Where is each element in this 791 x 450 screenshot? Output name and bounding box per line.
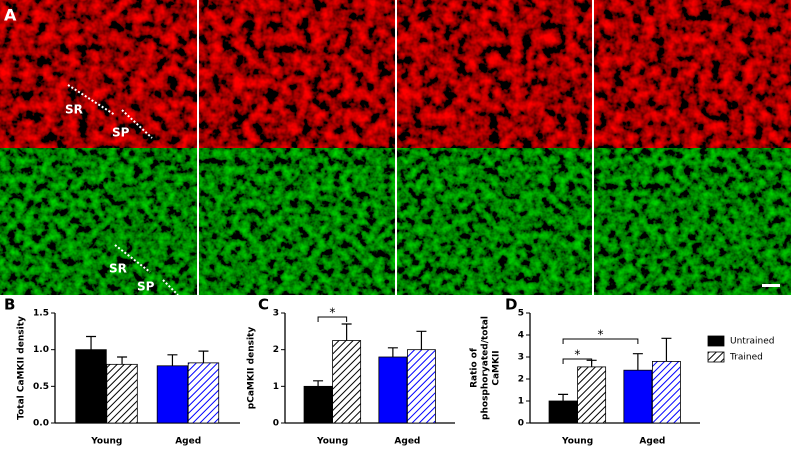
panel-label: A <box>4 6 17 25</box>
y-tick-label: 1 <box>518 397 524 407</box>
legend-label: Untrained <box>730 337 775 347</box>
panel-label: D <box>505 296 517 314</box>
layer-label: SP <box>137 280 155 294</box>
y-axis-label: CaMKII <box>492 350 502 385</box>
y-tick-label: 1.0 <box>33 345 49 355</box>
y-axis-label: Ratio of <box>470 348 480 388</box>
error-bar <box>558 393 569 401</box>
bar <box>548 400 578 424</box>
y-tick-label: 5 <box>518 309 524 319</box>
error-bar <box>198 350 209 363</box>
y-tick-label: 3 <box>518 353 524 363</box>
significance-label: * <box>574 348 580 362</box>
scale-bar <box>762 284 780 287</box>
significance-bracket <box>562 338 639 344</box>
panel-label: C <box>258 296 269 314</box>
bar <box>577 366 607 424</box>
bar <box>623 369 653 424</box>
legend-swatch <box>707 351 725 363</box>
y-tick-label: 3 <box>273 309 279 319</box>
y-tick-label: 0 <box>273 419 279 429</box>
bar <box>378 356 408 424</box>
x-tick-label: Young <box>90 437 122 447</box>
micrographs: A SR SP SR SP <box>0 0 791 296</box>
y-tick-label: 2 <box>518 375 524 385</box>
y-tick-label: 0.5 <box>33 382 49 392</box>
y-tick-label: 1 <box>273 382 279 392</box>
layer-label: SP <box>112 126 130 140</box>
panel-label: B <box>4 296 15 314</box>
error-bar <box>341 323 352 341</box>
bar <box>406 349 436 424</box>
x-tick-label: Young <box>561 437 593 447</box>
x-tick-label: Aged <box>394 437 420 447</box>
x-tick-label: Aged <box>175 437 201 447</box>
legend-swatch <box>707 335 725 347</box>
layer-line <box>114 244 151 273</box>
layer-line <box>162 279 179 296</box>
significance-label: * <box>329 306 335 320</box>
bar <box>156 365 189 424</box>
bar <box>303 385 333 424</box>
error-bar <box>117 356 128 365</box>
significance-label: * <box>597 328 603 342</box>
x-tick-label: Aged <box>639 437 665 447</box>
error-bar <box>387 347 398 357</box>
layer-line <box>67 84 116 116</box>
layer-label: SR <box>65 103 83 117</box>
y-axis-label: Total CaMKII density <box>17 316 27 420</box>
y-tick-label: 2 <box>273 345 279 355</box>
bar <box>75 349 107 424</box>
layer-line <box>121 109 153 139</box>
error-bar <box>632 353 643 371</box>
error-bar <box>416 330 427 350</box>
bar <box>332 340 362 424</box>
significance-bracket <box>562 358 593 364</box>
separator <box>592 0 594 295</box>
error-bar <box>86 335 97 350</box>
error-bar <box>313 380 324 387</box>
legend-label: Trained <box>729 353 763 363</box>
layer-label: SR <box>109 262 127 276</box>
x-tick-label: Young <box>316 437 348 447</box>
y-tick-label: 4 <box>518 331 524 341</box>
y-tick-label: 0.0 <box>33 419 49 429</box>
y-tick-label: 0 <box>518 419 524 429</box>
separator <box>395 0 397 295</box>
significance-bracket <box>317 316 348 322</box>
bar <box>106 363 138 424</box>
error-bar <box>661 337 672 362</box>
y-tick-label: 1.5 <box>33 309 49 319</box>
bar <box>187 362 220 424</box>
y-axis-label: pCaMKII density <box>247 327 257 410</box>
y-axis-label: phosphoryated/total <box>481 316 491 420</box>
separator <box>197 0 199 295</box>
error-bar <box>167 354 178 366</box>
bar <box>652 360 681 424</box>
